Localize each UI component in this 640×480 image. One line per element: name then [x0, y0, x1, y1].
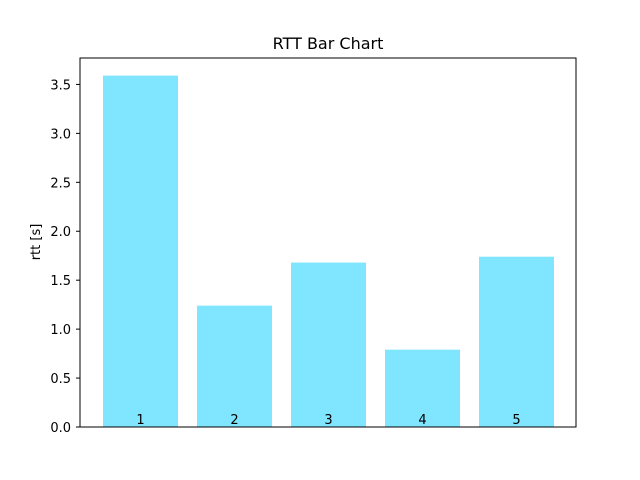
plot-area: 1 2 3 4 5 0.0 0.5 1.0 1.5 2.0 2.5 3.0 3.5 [50, 57, 577, 436]
y-tick-label-3.0: 3.0 [50, 127, 71, 142]
bar-1 [103, 75, 178, 427]
chart-title: RTT Bar Chart [273, 34, 384, 53]
bar-5 [479, 256, 554, 427]
bar-label-4: 4 [418, 413, 426, 428]
y-tick-label-3.5: 3.5 [50, 78, 71, 93]
bar-3 [291, 262, 366, 427]
axes-frame [79, 57, 577, 428]
y-tick-label-0.0: 0.0 [50, 421, 71, 436]
y-tick-label-2.0: 2.0 [50, 225, 71, 240]
y-tick-label-1.5: 1.5 [50, 274, 71, 289]
y-tick-label-0.5: 0.5 [50, 372, 71, 387]
bar-label-3: 3 [324, 413, 332, 428]
bar-label-1: 1 [136, 413, 144, 428]
bar-4 [385, 349, 460, 427]
y-tick-label-1.0: 1.0 [50, 323, 71, 338]
y-tick-label-2.5: 2.5 [50, 176, 71, 191]
bar-label-2: 2 [230, 413, 238, 428]
bar-label-5: 5 [512, 413, 520, 428]
bar-2 [197, 305, 272, 427]
y-axis-label: rtt [s] [29, 224, 44, 261]
